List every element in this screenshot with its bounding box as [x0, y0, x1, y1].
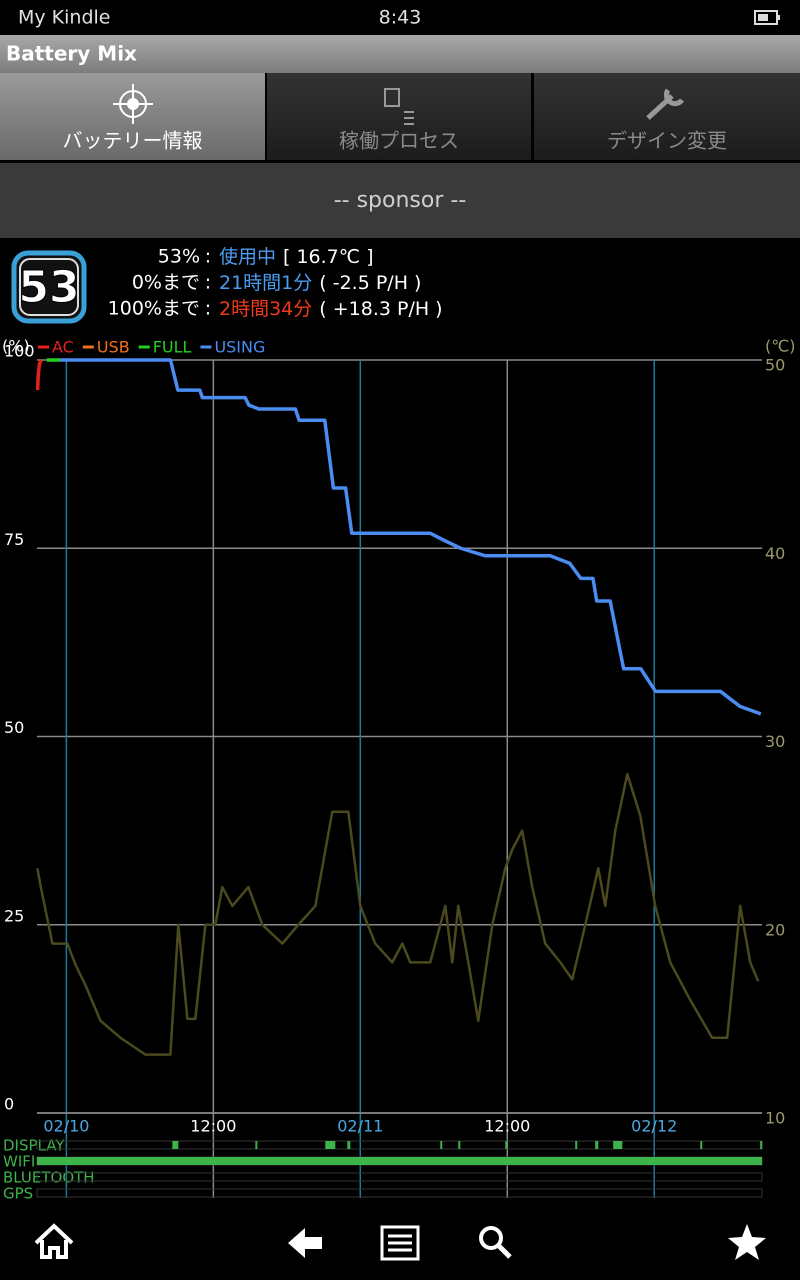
- series-line: [60, 358, 762, 716]
- legend-label: USING: [214, 338, 265, 357]
- info-separator: :: [205, 298, 211, 320]
- y-axis-title: (%): [2, 337, 30, 356]
- status-segment: [172, 1141, 179, 1149]
- y2-tick-label: 20: [765, 920, 785, 939]
- nav-bar: [34, 1223, 766, 1261]
- status-segment: [595, 1141, 599, 1149]
- info-detail: [ 16.7℃ ]: [283, 246, 374, 268]
- back-button[interactable]: [288, 1228, 322, 1258]
- status-segment: [760, 1141, 763, 1149]
- info-value: 使用中: [219, 246, 276, 268]
- app-title: Battery Mix: [6, 42, 137, 66]
- info-detail: ( -2.5 P/H ): [319, 272, 421, 294]
- info-separator: :: [205, 272, 211, 294]
- favorites-button[interactable]: [728, 1224, 766, 1260]
- info-separator: :: [205, 246, 211, 268]
- y-tick-label: 25: [4, 906, 24, 925]
- status-track: [36, 1188, 763, 1198]
- status-segment: [37, 1157, 762, 1165]
- tab[interactable]: [534, 73, 800, 160]
- tab-label: 稼働プロセス: [339, 129, 459, 153]
- tab-icons: [113, 84, 685, 125]
- tab-bar: バッテリー情報 稼働プロセス デザイン変更: [0, 73, 800, 160]
- status-segment: [440, 1141, 443, 1149]
- y2-tick-label: 40: [765, 544, 785, 563]
- status-segment: [325, 1141, 336, 1149]
- legend-label: USB: [97, 338, 130, 357]
- info-label: 53%: [158, 246, 200, 268]
- tab-label: バッテリー情報: [63, 129, 203, 153]
- y2-tick-label: 50: [765, 356, 785, 375]
- status-track: [36, 1172, 763, 1182]
- y-tick-label: 75: [4, 530, 24, 549]
- x-tick-label: 12:00: [484, 1117, 530, 1136]
- status-track: [36, 1140, 763, 1150]
- info-value-line: 使用中 [ 16.7℃ ]: [219, 246, 374, 268]
- status-bar: [0, 0, 800, 35]
- y2-axis-title: (℃): [765, 337, 795, 356]
- device-name: My Kindle: [18, 7, 111, 29]
- search-button[interactable]: [479, 1226, 512, 1259]
- status-row-label: WIFI: [3, 1153, 35, 1171]
- status-segment: [347, 1141, 351, 1149]
- battery-icon: [754, 10, 780, 25]
- status-row-label: GPS: [3, 1185, 33, 1203]
- level-badge-inner: [19, 258, 79, 316]
- sponsor-text: -- sponsor --: [334, 188, 467, 213]
- tab-label: デザイン変更: [607, 129, 727, 153]
- x-tick-label: 12:00: [190, 1117, 236, 1136]
- status-segment: [505, 1141, 508, 1149]
- status-segment: [255, 1141, 258, 1149]
- y-tick-label: 100: [4, 342, 35, 361]
- status-segment: [575, 1141, 578, 1149]
- info-value-line: 21時間1分 ( -2.5 P/H ): [219, 272, 421, 294]
- x-tick-label: 02/10: [43, 1117, 89, 1136]
- info-value: 2時間34分: [219, 298, 312, 320]
- legend-label: AC: [52, 338, 74, 357]
- info-label: 0%まで: [132, 272, 200, 294]
- info-value: 21時間1分: [219, 272, 312, 294]
- home-button[interactable]: [34, 1223, 74, 1259]
- legend-label: FULL: [153, 338, 192, 357]
- level-number: 53: [18, 262, 79, 313]
- y-tick-label: 50: [4, 718, 24, 737]
- ad-banner[interactable]: [0, 163, 800, 238]
- menu-button[interactable]: [380, 1225, 420, 1261]
- temperature-line: [36, 772, 760, 1056]
- clock: 8:43: [379, 7, 422, 29]
- y2-tick-label: 10: [765, 1109, 785, 1128]
- tab[interactable]: [267, 73, 531, 160]
- info-label: 100%まで: [108, 298, 200, 320]
- y-tick-label: 0: [4, 1095, 14, 1114]
- info-detail: ( +18.3 P/H ): [319, 298, 442, 320]
- y2-tick-label: 30: [765, 732, 785, 751]
- chart: (%) (℃) 0 25 50 75 100 10 20 30 40 50 02/10 12:00 02/1…: [2, 337, 795, 1203]
- app-bar: [0, 35, 800, 73]
- x-tick-label: 02/11: [337, 1117, 383, 1136]
- x-tick-label: 02/12: [631, 1117, 677, 1136]
- status-segment: [613, 1141, 623, 1149]
- status-segment: [458, 1141, 461, 1149]
- status-segment: [700, 1141, 703, 1149]
- series-line: [35, 359, 43, 391]
- battery-info: 53%: 使用中 [ 16.7℃ ] 0%まで:21時間1分 ( -2.5 P/H ) 1…: [108, 246, 443, 320]
- info-value-line: 2時間34分 ( +18.3 P/H ): [219, 298, 443, 320]
- level-badge: [11, 250, 87, 324]
